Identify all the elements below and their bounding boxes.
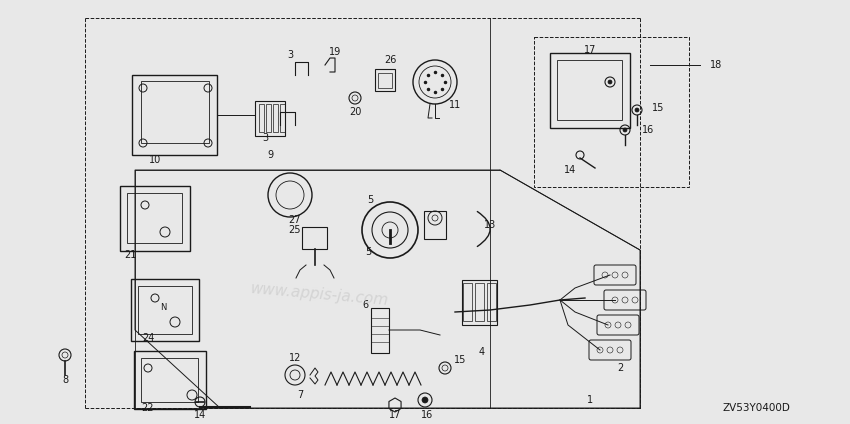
Bar <box>120 186 190 251</box>
Text: 14: 14 <box>194 410 206 420</box>
Bar <box>378 73 392 87</box>
Text: 20: 20 <box>348 107 361 117</box>
Bar <box>488 283 496 321</box>
Text: 25: 25 <box>289 225 301 235</box>
Bar <box>138 286 192 334</box>
Text: 11: 11 <box>449 100 461 110</box>
Text: 26: 26 <box>384 55 396 65</box>
Bar <box>475 283 484 321</box>
Text: 16: 16 <box>642 125 654 135</box>
Text: 8: 8 <box>62 375 68 385</box>
Text: 16: 16 <box>421 410 434 420</box>
Text: 3: 3 <box>287 50 293 60</box>
Text: 9: 9 <box>267 150 273 160</box>
Text: 6: 6 <box>362 300 368 310</box>
Text: 27: 27 <box>289 215 301 225</box>
Bar <box>141 81 209 143</box>
Text: 18: 18 <box>710 60 722 70</box>
Circle shape <box>608 80 612 84</box>
Text: 10: 10 <box>149 155 162 165</box>
Text: 15: 15 <box>454 355 466 365</box>
Text: 14: 14 <box>564 165 576 175</box>
Bar <box>131 279 199 341</box>
Bar <box>375 69 395 91</box>
Text: 5: 5 <box>365 247 371 257</box>
Bar <box>274 104 279 132</box>
Circle shape <box>635 108 639 112</box>
Bar <box>371 307 389 352</box>
Bar <box>134 351 206 409</box>
Text: 2: 2 <box>617 363 623 373</box>
Bar <box>303 227 327 249</box>
Text: 7: 7 <box>297 390 303 400</box>
Text: 22: 22 <box>142 403 154 413</box>
Text: 12: 12 <box>289 353 301 363</box>
Bar <box>259 104 264 132</box>
Text: 4: 4 <box>479 347 485 357</box>
Text: 17: 17 <box>584 45 596 55</box>
Text: 19: 19 <box>329 47 341 57</box>
Text: N: N <box>160 304 167 312</box>
Bar <box>550 53 630 128</box>
Text: www.appis-ja.com: www.appis-ja.com <box>250 282 390 309</box>
Bar <box>424 211 446 239</box>
Bar <box>267 104 271 132</box>
Bar <box>535 37 689 187</box>
Circle shape <box>422 397 428 403</box>
Bar <box>133 75 218 155</box>
Bar <box>128 193 183 243</box>
Bar <box>558 60 622 120</box>
Text: 3: 3 <box>262 133 268 143</box>
Bar <box>463 283 473 321</box>
Text: 15: 15 <box>652 103 664 113</box>
Text: 21: 21 <box>124 250 136 260</box>
Bar <box>280 104 286 132</box>
Text: ZV53Y0400D: ZV53Y0400D <box>722 403 790 413</box>
Text: 24: 24 <box>142 333 154 343</box>
Text: 17: 17 <box>388 410 401 420</box>
Text: 13: 13 <box>484 220 496 230</box>
Bar <box>141 358 199 402</box>
Text: 1: 1 <box>587 395 593 405</box>
Bar <box>462 279 497 324</box>
Bar <box>255 100 285 136</box>
Text: 5: 5 <box>367 195 373 205</box>
Circle shape <box>623 128 627 132</box>
